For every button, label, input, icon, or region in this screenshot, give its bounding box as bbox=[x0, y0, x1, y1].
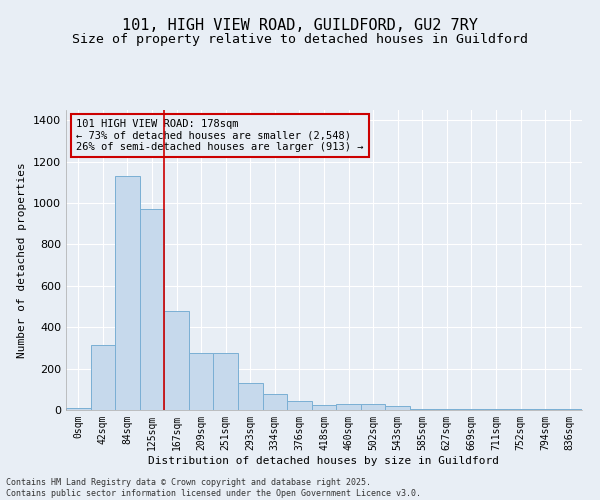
Bar bbox=[533, 409, 557, 410]
Text: Contains HM Land Registry data © Crown copyright and database right 2025.
Contai: Contains HM Land Registry data © Crown c… bbox=[6, 478, 421, 498]
Y-axis label: Number of detached properties: Number of detached properties bbox=[17, 162, 28, 358]
Bar bbox=[91, 345, 115, 410]
Bar bbox=[214, 353, 238, 410]
Text: 101 HIGH VIEW ROAD: 178sqm
← 73% of detached houses are smaller (2,548)
26% of s: 101 HIGH VIEW ROAD: 178sqm ← 73% of deta… bbox=[76, 119, 364, 152]
Text: Size of property relative to detached houses in Guildford: Size of property relative to detached ho… bbox=[72, 32, 528, 46]
Bar bbox=[459, 409, 484, 410]
Bar bbox=[484, 409, 508, 410]
Bar bbox=[66, 408, 91, 410]
Bar bbox=[361, 404, 385, 410]
Bar bbox=[140, 210, 164, 410]
Bar bbox=[287, 400, 312, 410]
Bar bbox=[508, 409, 533, 410]
Bar bbox=[238, 383, 263, 410]
Bar bbox=[434, 409, 459, 410]
Bar bbox=[385, 406, 410, 410]
Bar bbox=[164, 310, 189, 410]
Bar bbox=[336, 404, 361, 410]
Bar bbox=[410, 409, 434, 410]
Text: 101, HIGH VIEW ROAD, GUILDFORD, GU2 7RY: 101, HIGH VIEW ROAD, GUILDFORD, GU2 7RY bbox=[122, 18, 478, 32]
Bar bbox=[189, 353, 214, 410]
Bar bbox=[557, 409, 582, 410]
X-axis label: Distribution of detached houses by size in Guildford: Distribution of detached houses by size … bbox=[149, 456, 499, 466]
Bar bbox=[115, 176, 140, 410]
Bar bbox=[312, 405, 336, 410]
Bar bbox=[263, 394, 287, 410]
